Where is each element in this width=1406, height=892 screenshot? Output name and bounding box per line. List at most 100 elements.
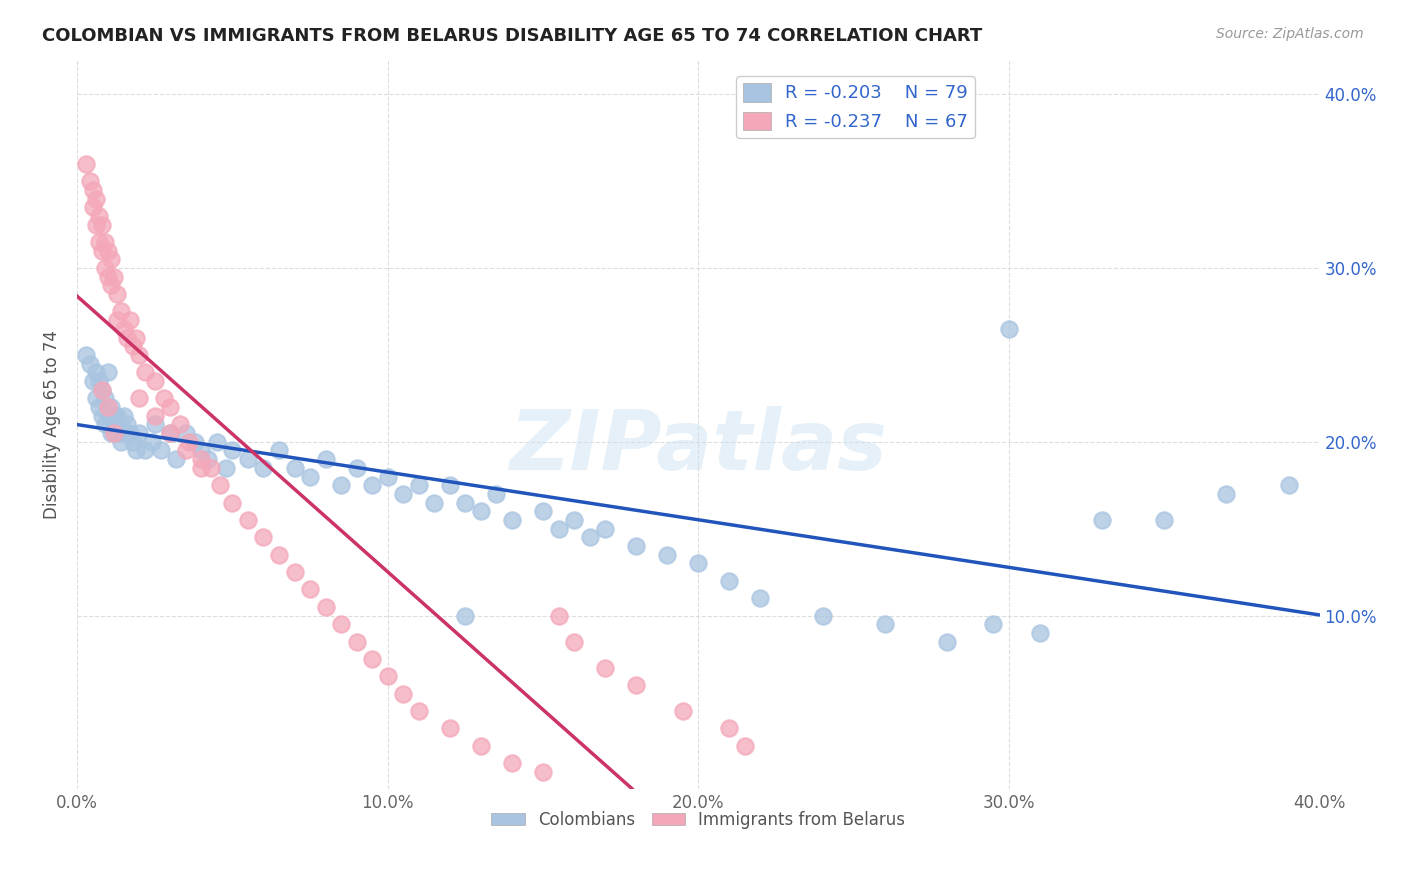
- Point: [159, 426, 181, 441]
- Text: COLOMBIAN VS IMMIGRANTS FROM BELARUS DISABILITY AGE 65 TO 74 CORRELATION CHART: COLOMBIAN VS IMMIGRANTS FROM BELARUS DIS…: [42, 27, 983, 45]
- Text: Source: ZipAtlas.com: Source: ZipAtlas.com: [1216, 27, 1364, 41]
- Point: [1029, 625, 1052, 640]
- Point: [177, 434, 200, 449]
- Point: [593, 660, 616, 674]
- Point: [97, 365, 120, 379]
- Point: [236, 513, 259, 527]
- Point: [283, 460, 305, 475]
- Point: [215, 460, 238, 475]
- Point: [299, 582, 322, 597]
- Point: [84, 192, 107, 206]
- Point: [1215, 487, 1237, 501]
- Point: [122, 434, 145, 449]
- Point: [1277, 478, 1299, 492]
- Point: [439, 722, 461, 736]
- Point: [94, 392, 117, 406]
- Point: [200, 460, 222, 475]
- Point: [84, 365, 107, 379]
- Point: [107, 313, 129, 327]
- Point: [998, 322, 1021, 336]
- Point: [91, 383, 114, 397]
- Point: [91, 383, 114, 397]
- Point: [190, 460, 212, 475]
- Point: [115, 330, 138, 344]
- Point: [531, 764, 554, 779]
- Point: [100, 278, 122, 293]
- Point: [143, 374, 166, 388]
- Point: [221, 495, 243, 509]
- Point: [485, 487, 508, 501]
- Point: [330, 478, 353, 492]
- Point: [82, 200, 104, 214]
- Point: [169, 417, 191, 432]
- Point: [1091, 513, 1114, 527]
- Point: [208, 478, 231, 492]
- Point: [547, 608, 569, 623]
- Point: [174, 426, 197, 441]
- Point: [1153, 513, 1175, 527]
- Point: [107, 409, 129, 423]
- Point: [103, 426, 125, 441]
- Point: [470, 504, 492, 518]
- Point: [118, 426, 141, 441]
- Point: [79, 357, 101, 371]
- Point: [299, 469, 322, 483]
- Point: [110, 434, 132, 449]
- Point: [134, 365, 156, 379]
- Point: [87, 235, 110, 249]
- Point: [97, 269, 120, 284]
- Point: [128, 426, 150, 441]
- Point: [593, 522, 616, 536]
- Point: [84, 218, 107, 232]
- Point: [283, 565, 305, 579]
- Point: [624, 539, 647, 553]
- Point: [624, 678, 647, 692]
- Point: [153, 392, 176, 406]
- Point: [118, 313, 141, 327]
- Point: [82, 183, 104, 197]
- Point: [252, 460, 274, 475]
- Point: [166, 452, 188, 467]
- Point: [190, 452, 212, 467]
- Point: [75, 157, 97, 171]
- Point: [149, 443, 172, 458]
- Point: [84, 392, 107, 406]
- Point: [112, 322, 135, 336]
- Point: [346, 460, 368, 475]
- Point: [94, 261, 117, 276]
- Point: [91, 244, 114, 258]
- Point: [125, 443, 148, 458]
- Point: [315, 599, 337, 614]
- Point: [115, 417, 138, 432]
- Point: [578, 530, 600, 544]
- Point: [454, 608, 477, 623]
- Point: [190, 443, 212, 458]
- Point: [470, 739, 492, 753]
- Point: [315, 452, 337, 467]
- Point: [184, 434, 207, 449]
- Point: [112, 426, 135, 441]
- Point: [408, 704, 430, 718]
- Point: [501, 513, 523, 527]
- Point: [562, 513, 585, 527]
- Point: [159, 400, 181, 414]
- Point: [143, 409, 166, 423]
- Legend: Colombians, Immigrants from Belarus: Colombians, Immigrants from Belarus: [485, 805, 912, 836]
- Point: [103, 269, 125, 284]
- Point: [734, 739, 756, 753]
- Point: [236, 452, 259, 467]
- Point: [205, 434, 228, 449]
- Point: [330, 617, 353, 632]
- Point: [128, 348, 150, 362]
- Point: [143, 417, 166, 432]
- Point: [100, 426, 122, 441]
- Point: [94, 235, 117, 249]
- Point: [547, 522, 569, 536]
- Point: [361, 478, 384, 492]
- Point: [134, 443, 156, 458]
- Point: [873, 617, 896, 632]
- Point: [935, 634, 957, 648]
- Point: [392, 487, 415, 501]
- Point: [252, 530, 274, 544]
- Point: [107, 426, 129, 441]
